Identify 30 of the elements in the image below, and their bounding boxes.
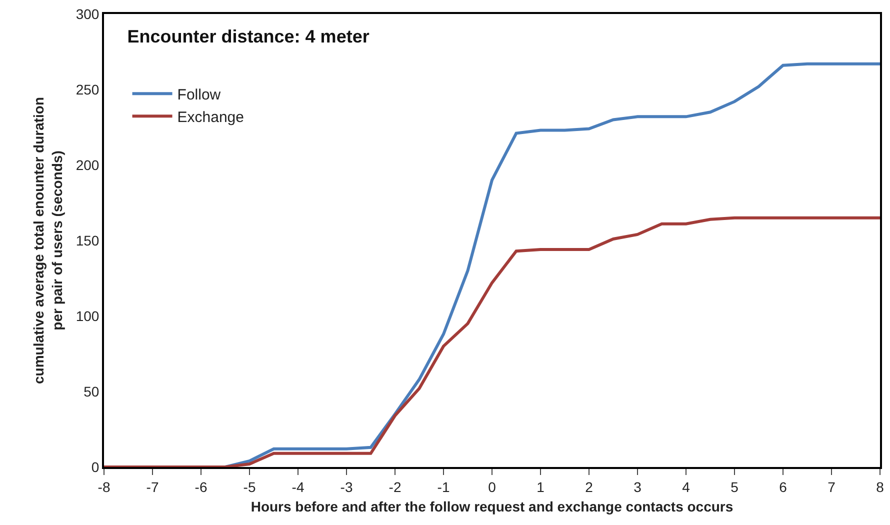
- x-tick-label: 0: [488, 478, 496, 495]
- y-tick-label: 150: [76, 232, 100, 248]
- x-axis-title: Hours before and after the follow request and exchange contacts occurs: [250, 498, 734, 515]
- y-tick-label: 250: [76, 81, 100, 98]
- x-tick-label: 3: [634, 478, 642, 495]
- x-tick-label: -7: [146, 478, 159, 495]
- legend-label: Exchange: [177, 109, 244, 126]
- y-tick-label: 100: [76, 308, 100, 324]
- x-tick-label: 7: [828, 478, 836, 495]
- y-tick-label: 50: [84, 383, 100, 400]
- x-tick-label: 2: [585, 478, 594, 495]
- x-tick-label: 1: [536, 478, 545, 495]
- x-tick-label: -3: [340, 478, 353, 495]
- x-tick-label: 6: [779, 478, 788, 495]
- x-tick-label: 4: [682, 478, 690, 495]
- x-tick-label: -1: [437, 478, 450, 495]
- x-tick-label: -6: [194, 478, 208, 495]
- line-series: [104, 216, 880, 467]
- x-tick-label: -8: [98, 478, 110, 495]
- text: Encounter distance: 4 meter: [127, 26, 370, 46]
- y-axis-title: cumulative average total enounter duration per pair of users (seconds): [30, 96, 65, 384]
- y-tick-label: 300: [76, 6, 100, 22]
- x-tick-label: 5: [730, 478, 739, 495]
- y-tick-label: 200: [76, 156, 100, 173]
- x-tick-label: -2: [388, 478, 402, 495]
- x-tick-label: -4: [292, 478, 304, 495]
- y-tick-label: 0: [91, 458, 100, 475]
- x-tick-label: 8: [876, 478, 884, 495]
- x-tick-label: -5: [243, 478, 256, 495]
- legend-label: Follow: [177, 86, 221, 104]
